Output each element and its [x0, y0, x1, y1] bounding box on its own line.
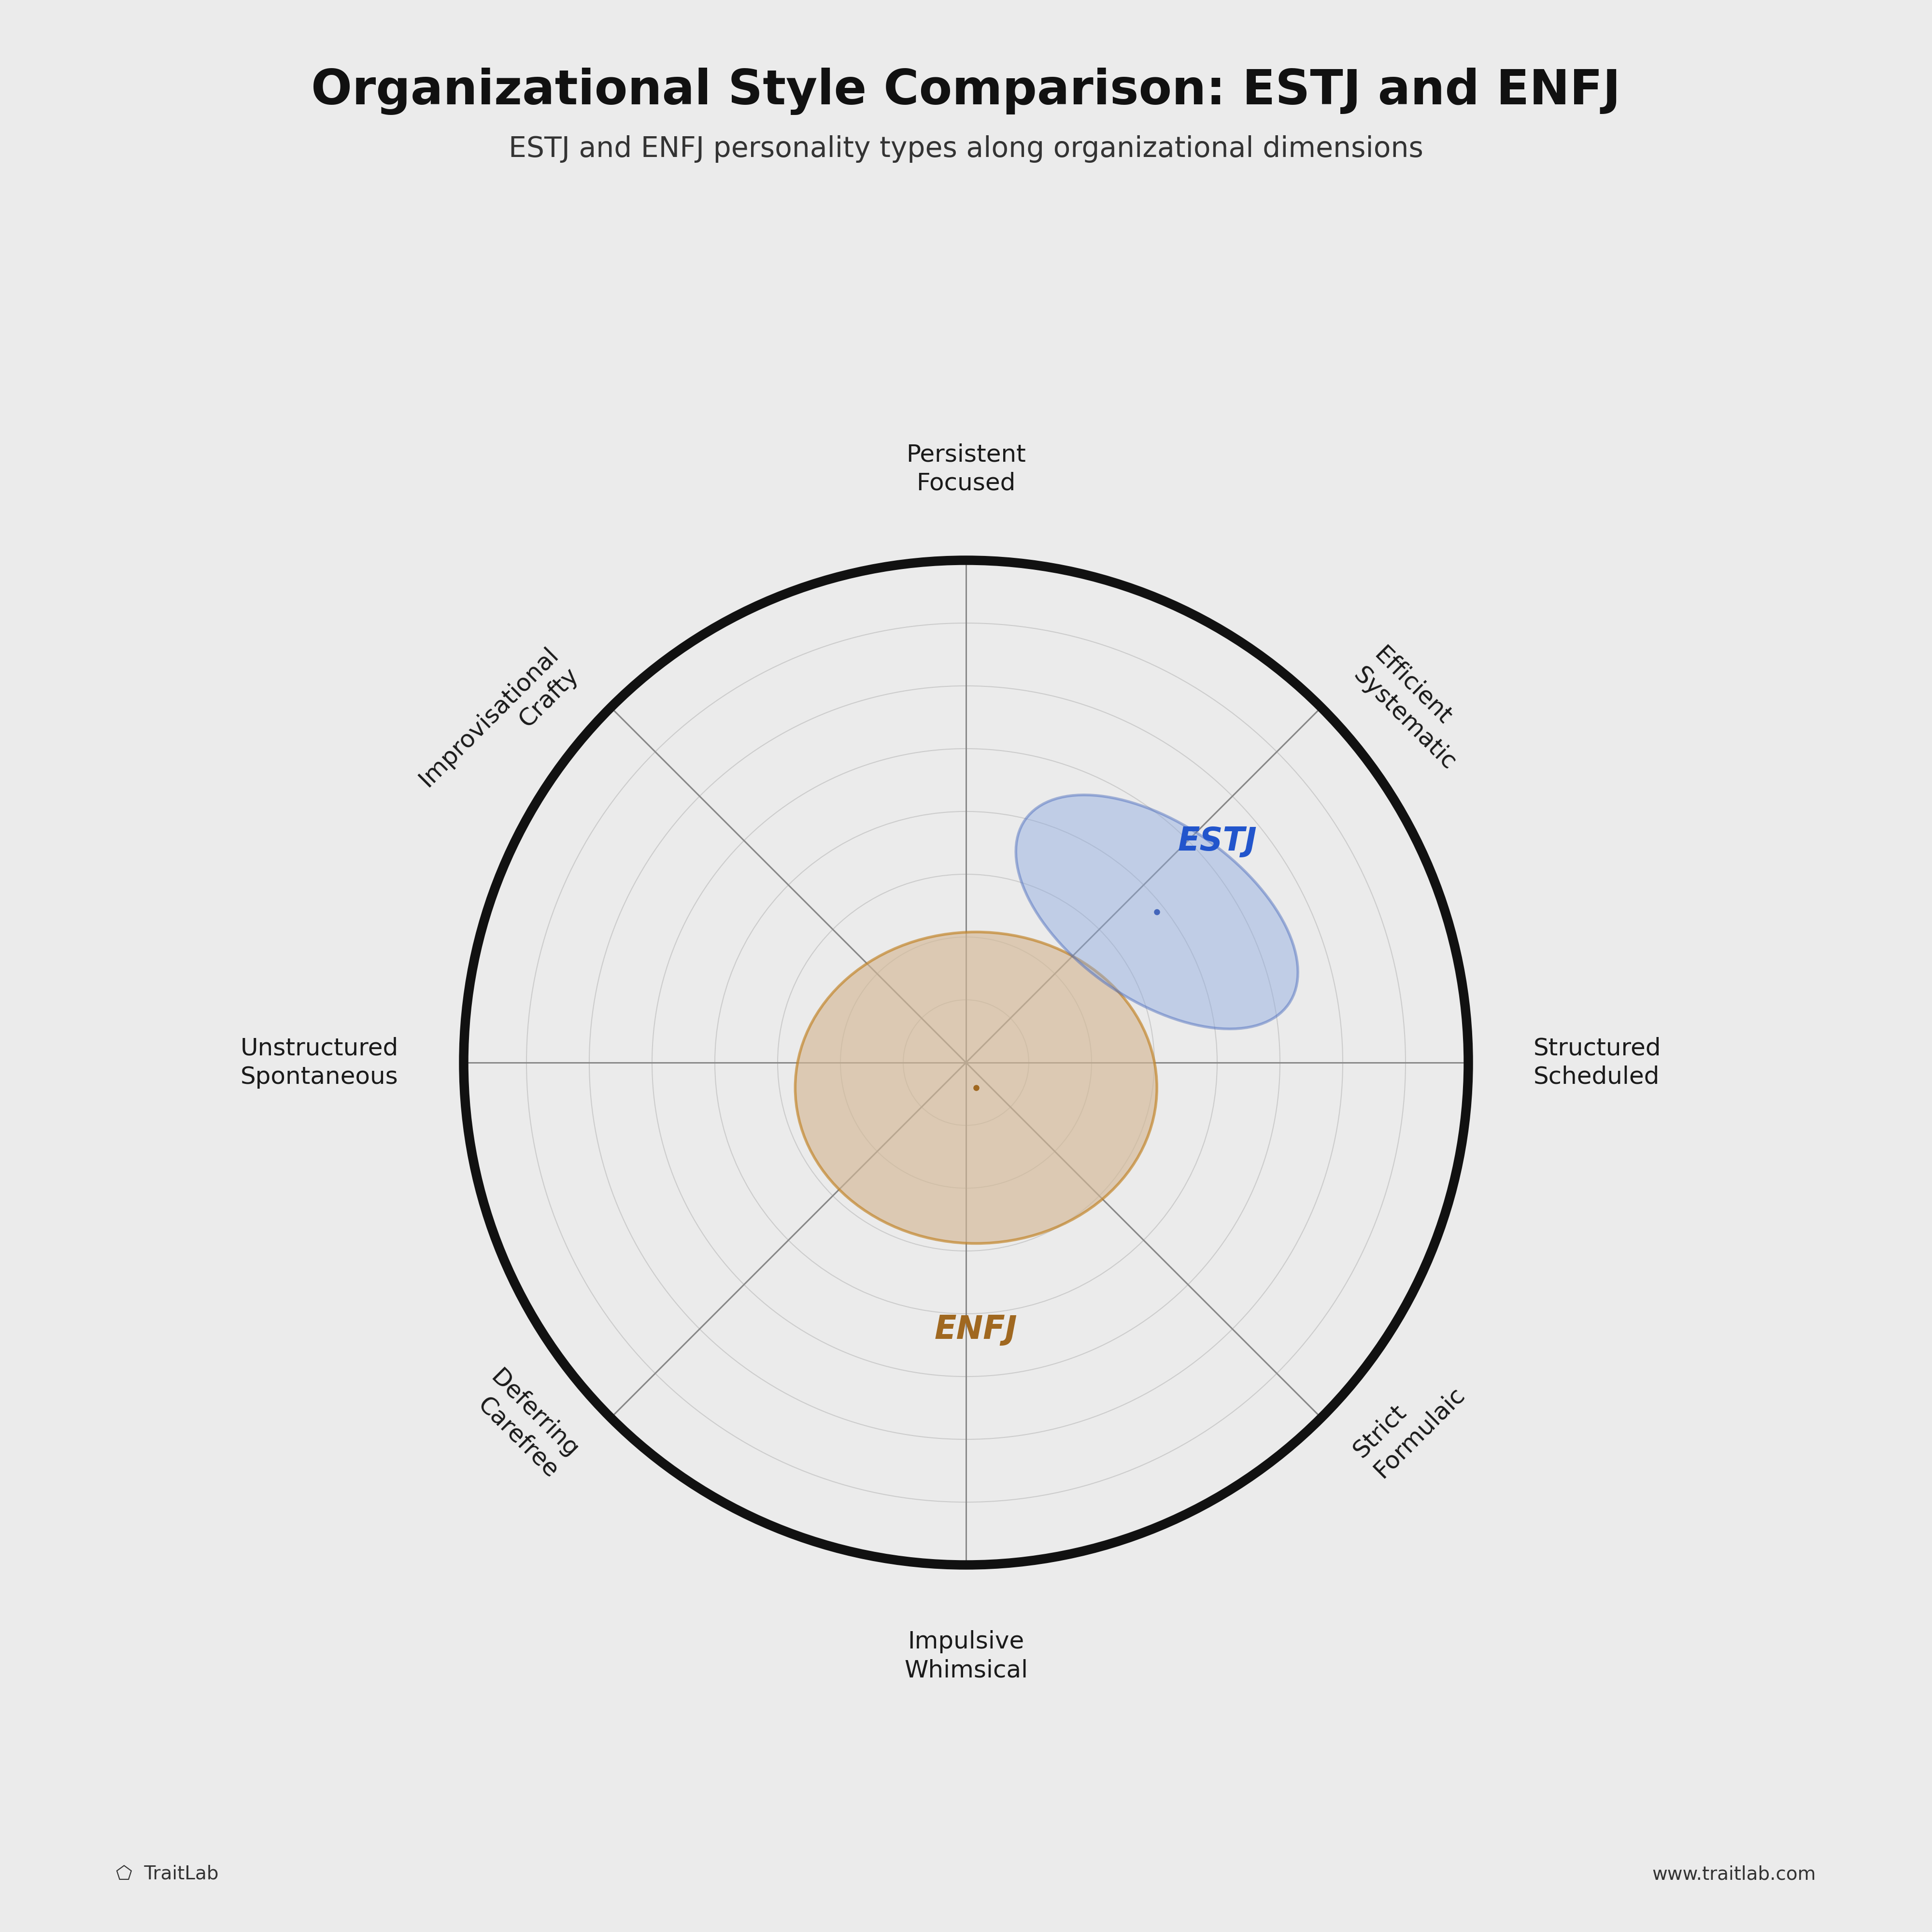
Text: Efficient
Systematic: Efficient Systematic — [1349, 643, 1480, 775]
Text: Organizational Style Comparison: ESTJ and ENFJ: Organizational Style Comparison: ESTJ an… — [311, 68, 1621, 116]
Text: Unstructured
Spontaneous: Unstructured Spontaneous — [240, 1037, 398, 1088]
Ellipse shape — [1016, 794, 1298, 1030]
Text: ENFJ: ENFJ — [935, 1314, 1018, 1345]
Text: Persistent
Focused: Persistent Focused — [906, 442, 1026, 495]
Text: ESTJ and ENFJ personality types along organizational dimensions: ESTJ and ENFJ personality types along or… — [508, 135, 1424, 162]
Text: www.traitlab.com: www.traitlab.com — [1652, 1864, 1816, 1884]
Text: Strict
Formulaic: Strict Formulaic — [1349, 1362, 1468, 1482]
Text: Impulsive
Whimsical: Impulsive Whimsical — [904, 1631, 1028, 1683]
Text: Improvisational
Crafty: Improvisational Crafty — [413, 643, 583, 811]
Text: ESTJ: ESTJ — [1179, 825, 1256, 858]
Ellipse shape — [796, 931, 1157, 1244]
Text: ⬠  TraitLab: ⬠ TraitLab — [116, 1864, 218, 1884]
Text: Structured
Scheduled: Structured Scheduled — [1534, 1037, 1662, 1088]
Text: Deferring
Carefree: Deferring Carefree — [466, 1366, 583, 1482]
